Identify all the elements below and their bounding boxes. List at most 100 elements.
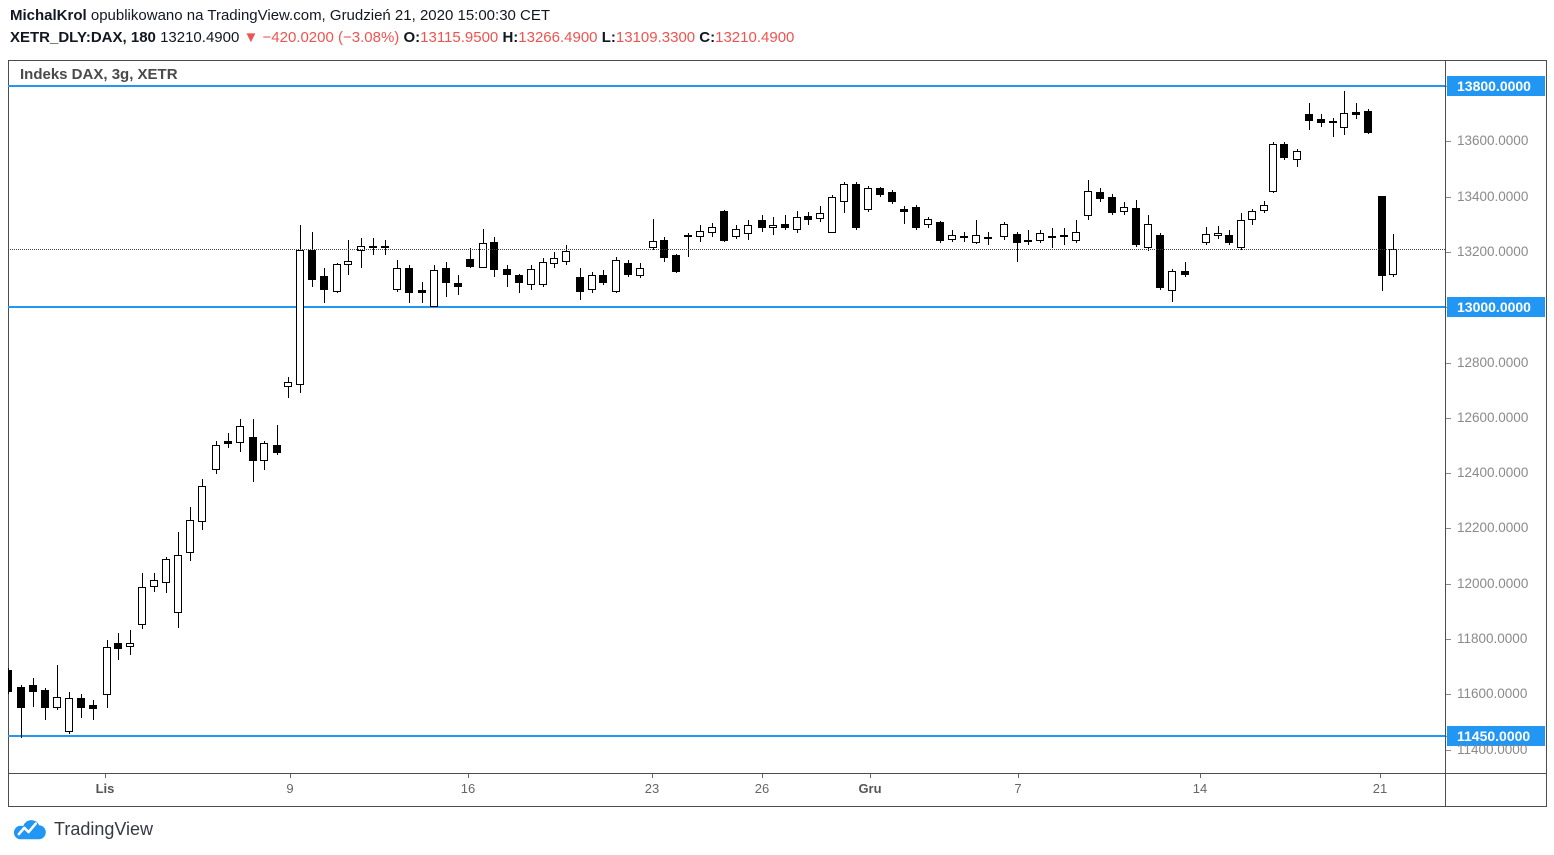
candle (1168, 270, 1176, 292)
candle (212, 445, 220, 471)
candle (562, 251, 570, 263)
candle (588, 275, 596, 291)
price-level-line (8, 85, 1445, 87)
candle (405, 267, 413, 294)
candle (804, 215, 812, 221)
candle (828, 196, 836, 234)
candle (1000, 223, 1008, 237)
candle (77, 698, 85, 709)
low-value: 13109.3300 (615, 29, 696, 46)
candle-wick (1017, 231, 1018, 263)
price-label: 12600.0000 (1457, 409, 1529, 425)
candle (1060, 235, 1068, 238)
down-arrow-icon: ▼ (243, 29, 259, 46)
candle-wick (976, 220, 977, 245)
price-level-label: 13800.0000 (1447, 76, 1545, 96)
candle-wick (1076, 220, 1077, 244)
candle (1260, 204, 1268, 211)
candle (162, 559, 170, 583)
candle-wick (1028, 230, 1029, 245)
candle (41, 690, 49, 709)
candle (1036, 233, 1044, 242)
candle (649, 241, 657, 249)
candle (8, 669, 12, 693)
close-value: 13210.4900 (715, 29, 795, 46)
price-label: 11400.0000 (1457, 741, 1528, 757)
candle (344, 261, 352, 265)
price-tick (1445, 694, 1451, 696)
time-tick (762, 773, 763, 778)
price-level-line (8, 734, 1445, 737)
price-label: 12000.0000 (1457, 575, 1529, 591)
candle (1156, 235, 1164, 289)
price-axis[interactable]: 13800.0000 13600.0000 13400.0000 13200.0000… (1445, 60, 1547, 773)
candle (636, 267, 644, 276)
candle (758, 220, 766, 229)
price-tick (1445, 141, 1451, 143)
candle (138, 587, 146, 626)
time-label: Gru (858, 781, 882, 796)
candle (684, 235, 692, 238)
candle (186, 520, 194, 553)
candle (103, 647, 111, 696)
candle (984, 236, 992, 240)
candle-wick (470, 248, 471, 268)
candle (430, 270, 438, 307)
last-price: 13210.4900 (160, 29, 240, 46)
candle (284, 382, 292, 388)
candle (793, 217, 801, 231)
candle-wick (507, 264, 508, 287)
price-label: 13200.0000 (1457, 243, 1529, 259)
price-label: 12800.0000 (1457, 354, 1529, 370)
candle (1237, 220, 1245, 249)
candle (296, 249, 304, 385)
price-label: 13600.0000 (1457, 133, 1529, 149)
candle (576, 277, 584, 292)
author-link[interactable]: MichalKrol (10, 7, 87, 24)
candle-wick (361, 238, 362, 268)
candle (599, 275, 607, 284)
candle-wick (785, 214, 786, 231)
candle-wick (57, 664, 58, 711)
candle (1269, 144, 1277, 192)
chart-plot-area[interactable] (8, 60, 1445, 773)
candle-wick (1185, 262, 1186, 278)
time-tick (105, 773, 106, 778)
candle (840, 183, 848, 203)
candle-wick (21, 685, 22, 738)
candle (17, 687, 25, 709)
price-tick (1445, 251, 1451, 253)
candle (527, 269, 535, 286)
price-tick (1445, 473, 1451, 475)
publish-info-line: MichalKrol opublikowano na TradingView.c… (10, 7, 550, 24)
candle (249, 437, 257, 461)
candle-wick (904, 206, 905, 224)
candle (126, 643, 134, 647)
candle (1013, 233, 1021, 244)
time-axis[interactable]: Lis 9 16 23 26 Gru 7 14 21 (8, 773, 1445, 807)
price-label: 13400.0000 (1457, 188, 1529, 204)
open-label: O: (403, 29, 421, 46)
candle (1181, 270, 1189, 276)
candle (65, 698, 73, 733)
candle (224, 441, 232, 445)
candle (960, 236, 968, 239)
candle (550, 257, 558, 265)
time-tick (870, 773, 871, 778)
candle (744, 225, 752, 234)
candle (1329, 121, 1337, 124)
candle (273, 445, 281, 453)
candle (1248, 210, 1256, 221)
candle (1225, 235, 1233, 244)
price-tick (1445, 196, 1451, 198)
tradingview-logo[interactable]: TradingView (12, 817, 153, 842)
candle-wick (130, 630, 131, 656)
candle (53, 697, 61, 709)
candle (479, 243, 487, 268)
candle (900, 209, 908, 213)
price-level-line (8, 306, 1445, 309)
price-tick (1445, 639, 1451, 640)
candle (1132, 207, 1140, 245)
time-tick (468, 773, 469, 778)
